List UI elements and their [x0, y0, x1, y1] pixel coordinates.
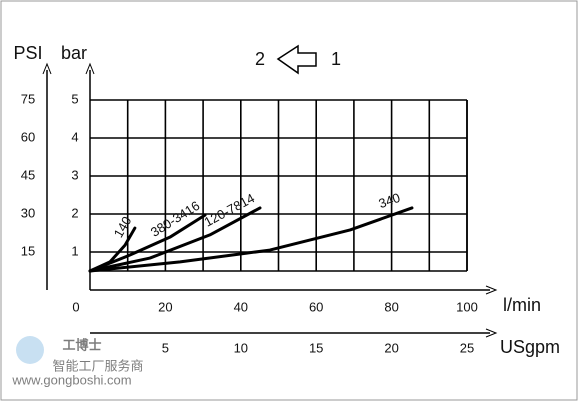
- x2-tick-label: 10: [234, 340, 248, 355]
- y-tick-label: 1: [71, 243, 78, 258]
- y2-axis-label: PSI: [13, 43, 42, 63]
- axis-arrow: [85, 62, 95, 75]
- x-tick-label: 100: [456, 299, 478, 314]
- watermark-brand: 工博士: [62, 337, 101, 352]
- watermark-slogan: 智能工厂服务商: [52, 358, 143, 373]
- x-tick-label: 80: [384, 299, 398, 314]
- series-label: 340: [377, 190, 402, 211]
- x-tick-label: 20: [158, 299, 172, 314]
- x2-tick-label: 15: [309, 340, 323, 355]
- x-tick-label: 40: [234, 299, 248, 314]
- y2-tick-label: 75: [21, 91, 35, 106]
- flow-arrow: [276, 44, 317, 75]
- y2-tick-label: 30: [21, 205, 35, 220]
- y-tick-label: 5: [71, 91, 78, 106]
- x-tick-label: 60: [309, 299, 323, 314]
- x2-tick-label: 5: [162, 340, 169, 355]
- symbol-label: 1: [331, 49, 341, 69]
- y-tick-label: 4: [71, 129, 78, 144]
- watermark-url: www.gongboshi.com: [11, 372, 131, 387]
- x2-axis-label: USgpm: [500, 337, 560, 357]
- axis-arrow: [42, 62, 52, 75]
- series-line: [88, 206, 414, 273]
- symbol-label: 2: [255, 49, 265, 69]
- grid: [90, 99, 468, 272]
- x2-tick-label: 25: [460, 340, 474, 355]
- y-tick-label: 3: [71, 167, 78, 182]
- y-axis-label: bar: [61, 43, 87, 63]
- axis-arrow: [485, 328, 498, 338]
- logo: [16, 336, 44, 364]
- axis-arrow: [485, 285, 498, 295]
- watermark: 工博士 智能工厂服务商 www.gongboshi.com: [11, 336, 144, 387]
- series-line: [88, 213, 207, 273]
- x2-tick-label: 20: [384, 340, 398, 355]
- y-tick-label: 2: [71, 205, 78, 220]
- y2-tick-label: 60: [21, 129, 35, 144]
- x-tick-label: 0: [72, 299, 79, 314]
- y2-tick-label: 15: [21, 243, 35, 258]
- series-line: [88, 206, 262, 273]
- x-axis-label: l/min: [503, 295, 541, 315]
- y2-tick-label: 45: [21, 167, 35, 182]
